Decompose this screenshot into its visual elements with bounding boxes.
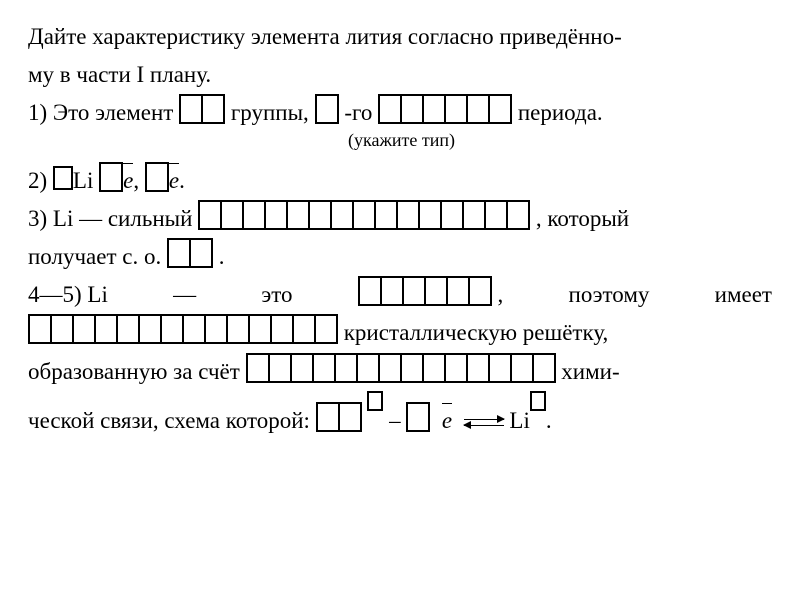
- q45-imeet: имеет: [715, 276, 772, 314]
- intro-line-2: му в части I плану.: [28, 56, 772, 94]
- q3-text-a: 3) Li — сильный: [28, 206, 198, 231]
- q45-blank-li-charge[interactable]: [530, 408, 546, 433]
- q2-comma: ,: [133, 168, 145, 193]
- q2-blank-e2[interactable]: [145, 168, 169, 193]
- q45-blank-bond[interactable]: [246, 359, 562, 384]
- q1-text-a: 1) Это элемент: [28, 100, 179, 125]
- q45-blank-noun[interactable]: [358, 282, 498, 307]
- q45-dot: .: [546, 408, 552, 433]
- q3-text-c: получает с. о.: [28, 244, 167, 269]
- q45-text-a: 4—5) Li: [28, 276, 108, 314]
- q1-text-c: -го: [344, 100, 378, 125]
- q45-text-c: кристаллическую решётку,: [344, 321, 609, 346]
- q45-line1: 4—5) Li — это , поэтому имеет: [28, 276, 772, 314]
- q2-blank-mass[interactable]: [53, 168, 73, 193]
- q1-blank-period-type[interactable]: [378, 100, 518, 125]
- q45-minus: –: [389, 408, 406, 433]
- q1-text-d: периода.: [518, 100, 603, 125]
- q2-blank-e1[interactable]: [99, 168, 123, 193]
- q1-blank-group[interactable]: [179, 100, 231, 125]
- q2-text-a: 2): [28, 168, 53, 193]
- q2-ebar-1: e: [123, 162, 133, 200]
- q45-text-d: образованную за счёт: [28, 359, 246, 384]
- q45-blank-scheme-a-sup[interactable]: [367, 408, 383, 433]
- equilibrium-arrow-icon: [464, 416, 504, 430]
- q2-li: Li: [73, 168, 99, 193]
- q1-text-b: группы,: [231, 100, 315, 125]
- q3-blank-oxidation-state[interactable]: [167, 244, 219, 269]
- worksheet: Дайте характеристику элемента лития согл…: [0, 0, 800, 458]
- q45-blank-scheme-a[interactable]: [316, 408, 368, 433]
- q45-line3: образованную за счёт хими-: [28, 353, 772, 391]
- q2-dot: .: [179, 168, 185, 193]
- q3-blank-adjective[interactable]: [198, 206, 536, 231]
- q2-ebar-2: e: [169, 162, 179, 200]
- q45-blank-lattice[interactable]: [28, 321, 344, 346]
- q45-ebar: e: [436, 408, 458, 433]
- q3-line2: получает с. о. .: [28, 238, 772, 276]
- q3-text-b: , который: [536, 206, 629, 231]
- q3-text-d: .: [219, 244, 225, 269]
- intro-line-1: Дайте характеристику элемента лития согл…: [28, 18, 772, 56]
- q3-line1: 3) Li — сильный , который: [28, 200, 772, 238]
- q45-line2: кристаллическую решётку,: [28, 314, 772, 352]
- q45-dash: —: [173, 276, 196, 314]
- q45-text-e: хими-: [561, 359, 619, 384]
- q1-blank-ordinal[interactable]: [315, 100, 345, 125]
- q45-blank-scheme-b[interactable]: [406, 408, 430, 433]
- q2: 2) Li e, e.: [28, 162, 772, 200]
- q45-li-end: Li: [509, 408, 529, 433]
- q45-text-f: ческой связи, схема которой:: [28, 408, 316, 433]
- q45-text-b: ,: [498, 282, 504, 307]
- q45-eto: это: [261, 276, 292, 314]
- q45-poetomu: поэтому: [569, 276, 650, 314]
- q45-line4: ческой связи, схема которой: – e Li.: [28, 391, 772, 440]
